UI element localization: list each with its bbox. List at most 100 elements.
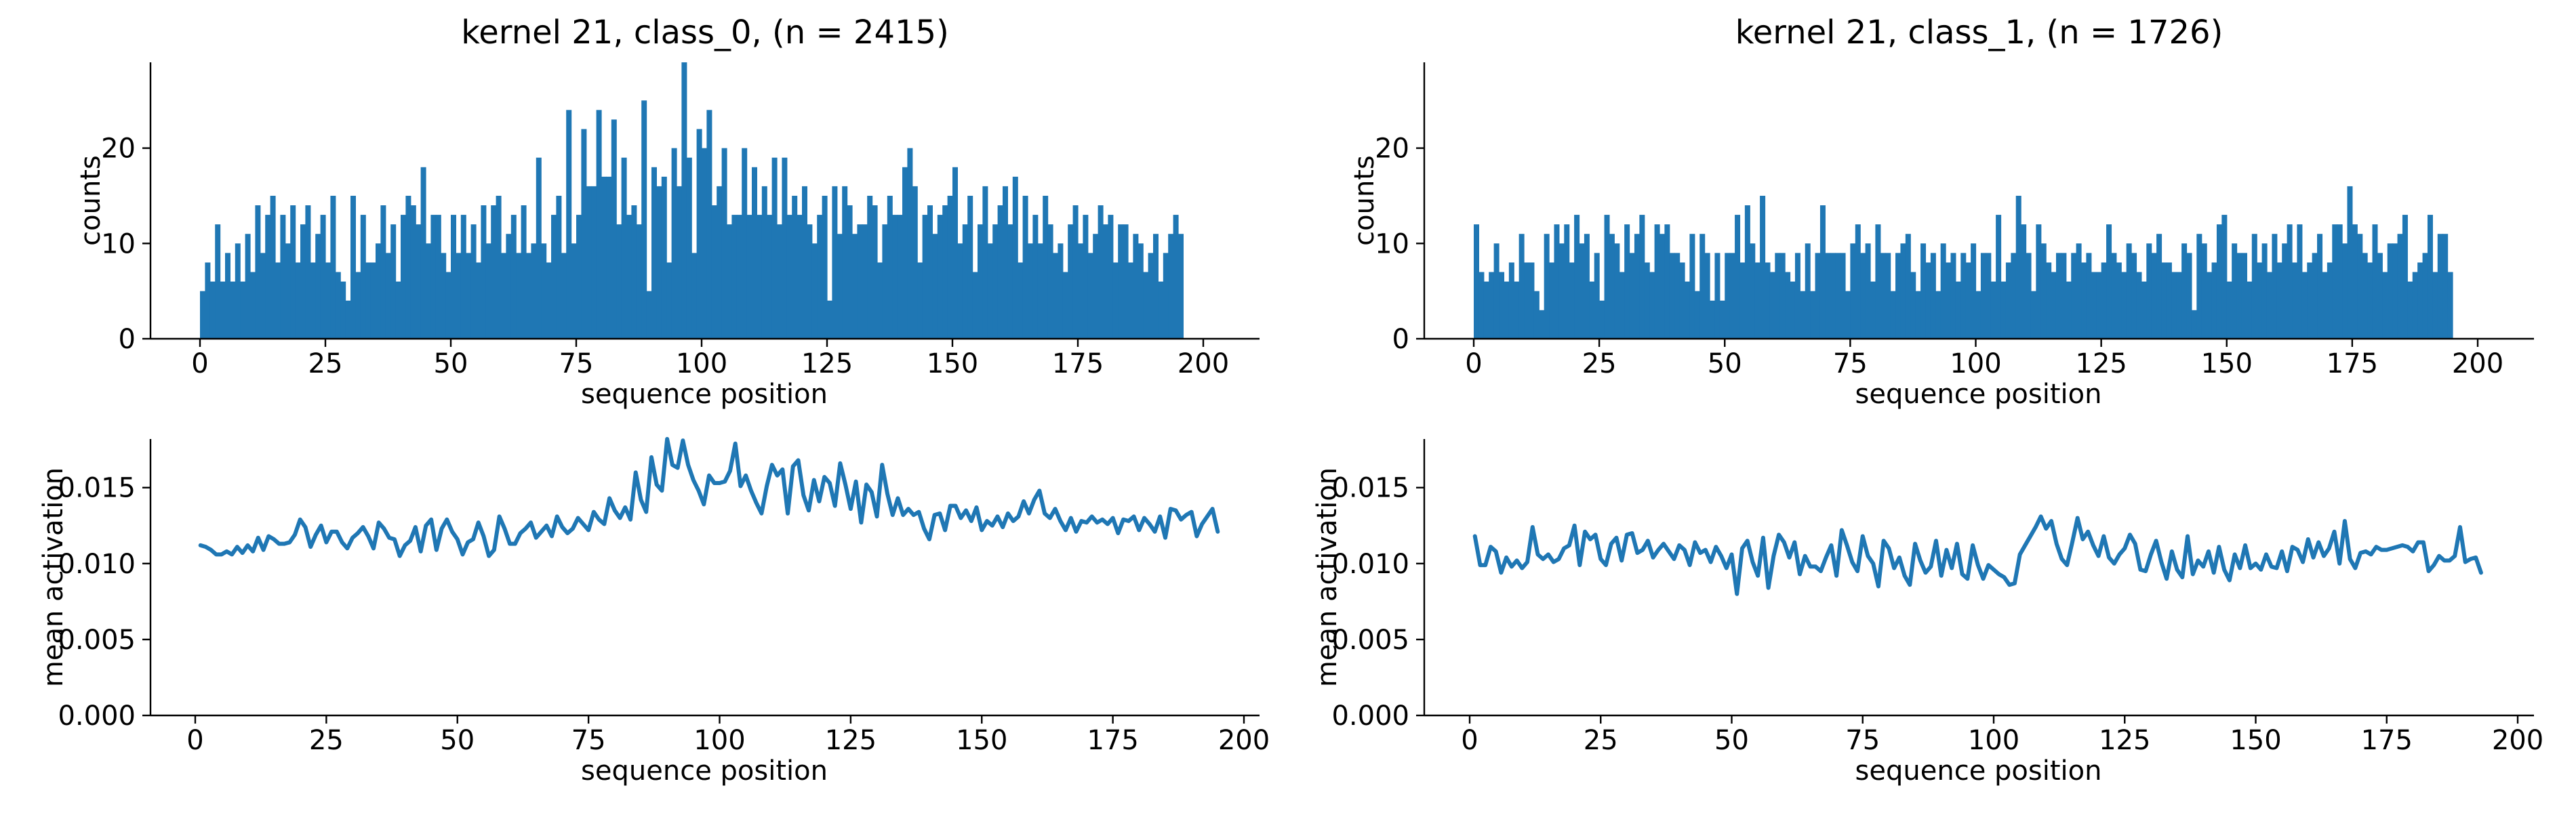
- bar: [200, 291, 205, 339]
- bar: [501, 253, 506, 339]
- bar: [1890, 291, 1896, 339]
- bar: [2357, 234, 2363, 339]
- bar: [862, 224, 868, 339]
- bar: [1058, 243, 1064, 339]
- bar: [646, 291, 652, 339]
- bar: [1539, 310, 1545, 339]
- bar: [1965, 262, 1971, 339]
- bar: [591, 186, 597, 339]
- y-axis-label: mean activation: [38, 467, 69, 687]
- x-tick-label: 50: [440, 725, 475, 756]
- bar: [1143, 272, 1149, 339]
- x-axis-label: sequence position: [1855, 379, 2102, 410]
- bar: [761, 186, 767, 339]
- bar: [350, 195, 356, 339]
- bar: [872, 205, 878, 339]
- bar: [847, 205, 853, 339]
- bar: [2055, 253, 2061, 339]
- bar: [2427, 215, 2433, 339]
- x-tick-label: 125: [825, 725, 877, 756]
- bar: [2442, 234, 2449, 339]
- bar: [937, 215, 943, 339]
- bar: [832, 186, 838, 339]
- bar: [2011, 253, 2017, 339]
- bar: [2362, 253, 2368, 339]
- bar: [1674, 253, 1681, 339]
- bar: [1915, 291, 1921, 339]
- x-tick-label: 50: [1708, 348, 1742, 379]
- bar: [1108, 215, 1114, 339]
- bar: [736, 215, 742, 339]
- bar: [2241, 253, 2247, 339]
- bar: [922, 215, 928, 339]
- bar: [882, 224, 888, 339]
- bar: [2156, 234, 2162, 339]
- bar: [466, 253, 472, 339]
- bar: [1112, 262, 1119, 339]
- bar: [822, 195, 828, 339]
- bar: [426, 243, 431, 339]
- bar: [1589, 281, 1595, 339]
- bar: [2266, 272, 2272, 339]
- y-tick-label: 20: [1375, 133, 1409, 165]
- bar: [1614, 243, 1620, 339]
- bar: [420, 167, 426, 339]
- bar: [1805, 243, 1811, 339]
- bar: [2161, 262, 2167, 339]
- chart-panel-3: 0 25 50 75 100 125 150 175 200 0.000 0.005 0.010 0.0…: [38, 437, 1270, 787]
- bar: [2061, 253, 2067, 339]
- x-tick-label: 150: [2201, 348, 2253, 379]
- bar: [897, 215, 903, 339]
- bar: [2432, 272, 2438, 339]
- bar: [1098, 205, 1104, 339]
- bar: [1594, 253, 1600, 339]
- bar: [681, 62, 687, 339]
- bar: [531, 243, 537, 339]
- bar: [2136, 272, 2142, 339]
- bar: [451, 215, 456, 339]
- bar: [727, 224, 732, 339]
- bar: [717, 186, 723, 339]
- x-tick-label: 125: [2075, 348, 2127, 379]
- bar: [265, 215, 271, 339]
- bars: [200, 62, 1184, 339]
- bar: [947, 195, 953, 339]
- bar: [2392, 243, 2398, 339]
- bar: [1895, 253, 1901, 339]
- y-tick-label: 0.000: [58, 701, 136, 732]
- bar: [1910, 272, 1916, 339]
- bar: [987, 243, 993, 339]
- bar: [752, 167, 757, 339]
- bar: [1569, 262, 1575, 339]
- bar: [2301, 272, 2308, 339]
- bar: [932, 234, 938, 339]
- bar: [1629, 253, 1635, 339]
- bar: [209, 281, 216, 339]
- bar: [441, 253, 447, 339]
- bar: [972, 272, 978, 339]
- bar: [742, 148, 748, 339]
- bar: [1779, 253, 1786, 339]
- bar: [771, 157, 778, 339]
- bars: [1474, 186, 2453, 339]
- bar: [1845, 291, 1851, 339]
- chart-panel-1: 0 25 50 75 100 125 150 175 200 0 10 20 sequence posi…: [75, 14, 1260, 410]
- bar: [2437, 234, 2443, 339]
- x-tick-label: 100: [693, 725, 745, 756]
- bar: [1900, 243, 1906, 339]
- x-tick-label: 50: [1714, 725, 1749, 756]
- bar: [917, 262, 923, 339]
- bar: [611, 119, 617, 339]
- bar: [2111, 253, 2117, 339]
- bar: [2021, 224, 2027, 339]
- bar: [641, 100, 647, 339]
- bar: [1719, 300, 1725, 339]
- bar: [2347, 186, 2353, 339]
- x-tick-label: 25: [309, 725, 344, 756]
- y-axis-label: counts: [75, 155, 106, 246]
- bar: [536, 157, 542, 339]
- y-tick-label: 0.010: [58, 549, 136, 580]
- bar: [2151, 253, 2157, 339]
- bar: [1920, 243, 1927, 339]
- bar: [586, 186, 592, 339]
